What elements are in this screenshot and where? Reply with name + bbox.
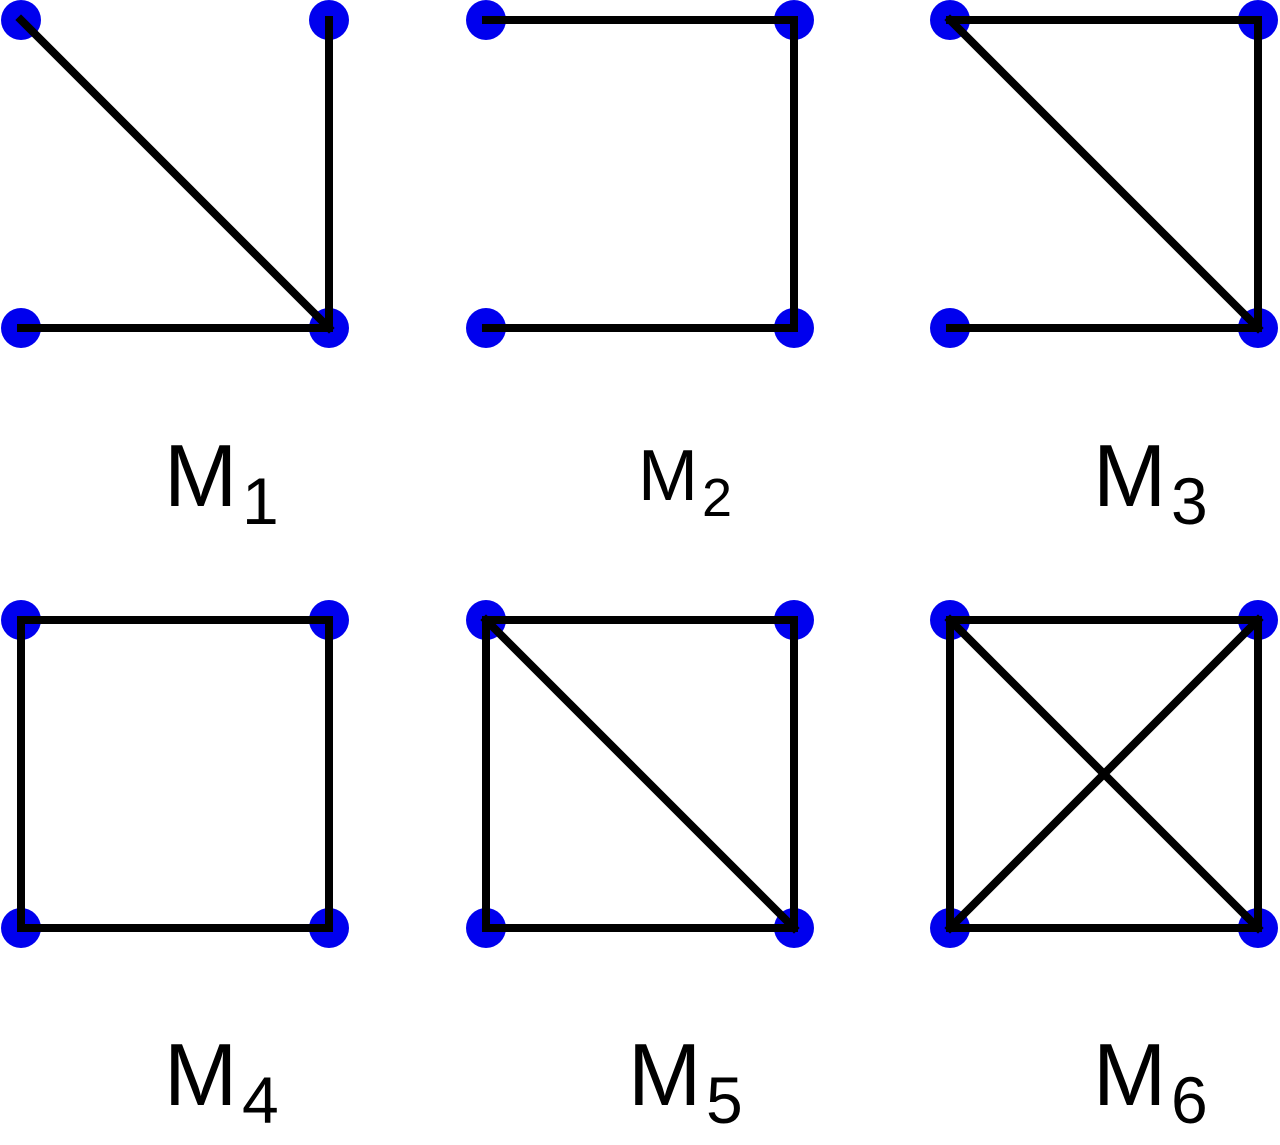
- motif-label-base: M: [164, 1025, 237, 1124]
- edge-top-left-to-bottom-right: [15, 14, 335, 334]
- motif-label-base: M: [628, 1025, 701, 1124]
- motif-label-base: M: [638, 436, 698, 516]
- motif-m5: M5: [466, 600, 814, 1137]
- motif-label-subscript: 6: [1171, 1063, 1208, 1137]
- motif-label-subscript: 2: [702, 468, 732, 528]
- motif-m4: M4: [1, 600, 349, 1137]
- motif-label-base: M: [164, 426, 237, 525]
- motif-label-subscript: 5: [706, 1063, 743, 1137]
- motif-label: M6: [1093, 1025, 1208, 1137]
- motif-m1: M1: [1, 0, 349, 538]
- motif-label-subscript: 1: [242, 464, 279, 538]
- motif-label: M3: [1093, 426, 1208, 538]
- motif-m3: M3: [930, 0, 1278, 538]
- motif-label-base: M: [1093, 1025, 1166, 1124]
- motif-label-subscript: 3: [1171, 464, 1208, 538]
- motif-label: M2: [638, 436, 732, 528]
- motif-label: M5: [628, 1025, 743, 1137]
- motif-label: M4: [164, 1025, 279, 1137]
- motif-label-base: M: [1093, 426, 1166, 525]
- edge-top-left-to-bottom-right: [944, 14, 1264, 334]
- motif-m6: M6: [930, 600, 1278, 1137]
- edge-top-right-to-bottom-left: [944, 614, 1264, 934]
- motif-label: M1: [164, 426, 279, 538]
- motif-label-subscript: 4: [242, 1063, 279, 1137]
- motif-m2: M2: [466, 0, 814, 528]
- edge-top-left-to-bottom-right: [480, 614, 800, 934]
